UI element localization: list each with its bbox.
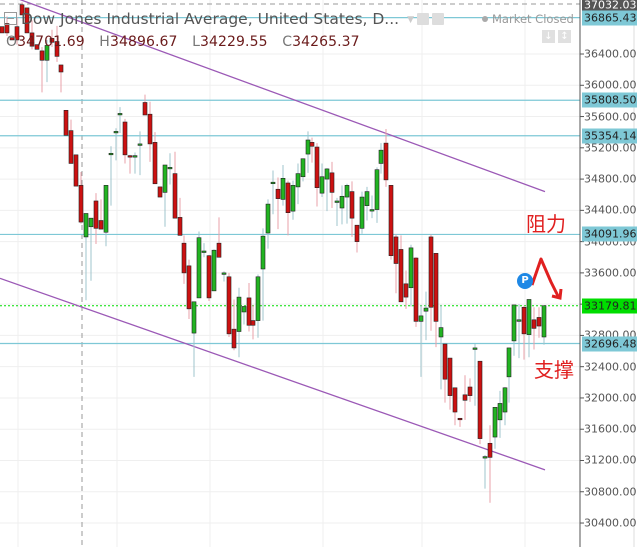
eye-icon[interactable] [417, 13, 429, 25]
price-tag: 34091.96 [582, 226, 637, 242]
market-status: Market Closed [482, 12, 574, 26]
support-annotation: 支撑 [534, 358, 574, 382]
low-value: 34229.55 [200, 34, 268, 50]
symbol-legend[interactable]: Dow Jones Industrial Average, United Sta… [4, 10, 414, 28]
price-tag: 33179.81 [582, 298, 637, 314]
chevron-down-icon[interactable]: ▼ [407, 15, 415, 25]
market-status-text: Market Closed [492, 12, 574, 26]
y-tick-label: 34800.00 [584, 172, 637, 186]
scale-down-arrow-icon[interactable]: ↓ [542, 30, 555, 43]
close-value: 34265.37 [292, 34, 360, 50]
p-badge-icon[interactable]: P [517, 273, 533, 289]
y-tick-label: 30800.00 [584, 485, 637, 499]
symbol-title: Dow Jones Industrial Average, United Sta… [21, 10, 400, 28]
status-dot-icon [482, 16, 488, 22]
scale-updown-arrow-icon[interactable]: ↕ [558, 30, 571, 43]
price-tag: 35808.50 [582, 92, 637, 108]
open-label: O [6, 34, 18, 50]
low-label: L [192, 34, 201, 50]
y-tick-label: 33600.00 [584, 266, 637, 280]
close-label: C [282, 34, 293, 50]
price-tag: 36865.43 [582, 10, 637, 26]
gear-icon[interactable] [432, 13, 444, 25]
y-tick-label: 36000.00 [584, 78, 637, 92]
y-tick-label: 34400.00 [584, 203, 637, 217]
high-label: H [99, 34, 110, 50]
y-tick-label: 30400.00 [584, 516, 637, 530]
y-tick-label: 35200.00 [584, 141, 637, 155]
open-value: 34701.69 [17, 34, 85, 50]
price-tag: 37032.03 [582, 0, 637, 13]
y-tick-label: 31600.00 [584, 422, 637, 436]
collapse-legend-icon[interactable] [4, 12, 17, 25]
y-tick-label: 31200.00 [584, 453, 637, 467]
y-tick-label: 35600.00 [584, 110, 637, 124]
price-tag: 32696.48 [582, 336, 637, 351]
price-tag: 35354.14 [582, 128, 637, 144]
resistance-annotation: 阻力 [526, 212, 566, 236]
y-tick-label: 36400.00 [584, 47, 637, 61]
ohlc-values: O34701.69 H34896.67 L34229.55 C34265.37 [6, 34, 370, 50]
y-tick-label: 32000.00 [584, 391, 637, 405]
y-tick-label: 32400.00 [584, 360, 637, 374]
high-value: 34896.67 [109, 34, 178, 50]
